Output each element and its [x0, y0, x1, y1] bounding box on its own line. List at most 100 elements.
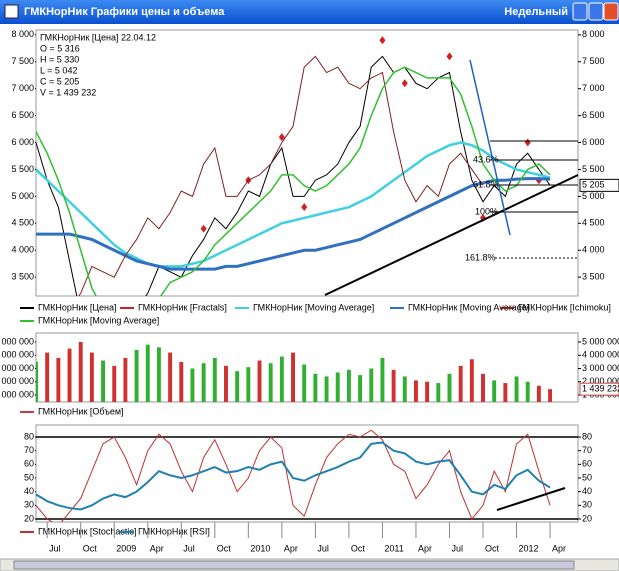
volume-bar — [492, 380, 497, 402]
info-text: ГМКНорНик [Цена] 22.04.12 — [40, 32, 156, 42]
volume-bar — [469, 359, 474, 402]
series-line — [36, 55, 551, 296]
volume-bar — [414, 380, 418, 402]
annotation: 43.6% — [473, 154, 499, 164]
value-label: 5 205 — [582, 180, 605, 190]
y-tick-label: 7 500 — [11, 56, 34, 66]
volume-bar — [101, 360, 106, 402]
y-tick-label: 1 000 000 — [0, 389, 34, 399]
info-text: O = 5 316 — [40, 43, 80, 53]
series-line — [36, 141, 551, 268]
volume-bar — [536, 385, 541, 402]
x-tick-label: 2009 — [116, 543, 136, 553]
info-text: L = 5 042 — [40, 65, 77, 75]
plot — [36, 429, 578, 522]
y-tick-label: 70 — [24, 445, 34, 455]
volume-bar — [335, 372, 340, 402]
volume-bar — [36, 361, 38, 402]
x-tick-label: Apr — [418, 543, 432, 553]
volume-bar — [458, 365, 463, 402]
scroll-thumb[interactable] — [13, 560, 575, 570]
y-tick-label: 4 500 — [11, 218, 34, 228]
y-tick-label: 8 000 — [11, 29, 34, 39]
x-tick-label: Apr — [552, 543, 566, 553]
volume-bar — [313, 373, 318, 402]
volume-bar — [179, 361, 184, 402]
volume-bar — [89, 352, 94, 402]
value-label-box — [579, 382, 619, 396]
y-tick-label: 6 500 — [582, 110, 605, 120]
minimize-button[interactable] — [572, 2, 588, 21]
x-tick-label: Apr — [150, 543, 164, 553]
y-tick-label: 4 000 000 — [0, 350, 34, 360]
rsi-trend-line — [496, 487, 566, 511]
info-text: C = 5 205 — [40, 76, 79, 86]
volume-bar — [67, 348, 72, 402]
series-line — [36, 429, 551, 522]
y-tick-label: 3 500 — [582, 272, 605, 282]
legend-label: ГМКНорНик [Цена] — [38, 302, 117, 312]
volume-bar — [45, 352, 50, 402]
y-tick-label: 5 000 — [582, 191, 605, 201]
x-tick-label: Oct — [485, 543, 500, 553]
plot — [36, 36, 551, 296]
series-line — [36, 66, 551, 296]
y-tick-label: 5 000 000 — [582, 336, 619, 346]
fractal-marker — [379, 36, 386, 45]
volume-bar — [190, 368, 195, 402]
volume-bar — [235, 371, 240, 402]
annotation: 100% — [475, 206, 498, 216]
panel — [35, 424, 579, 523]
x-tick-label: Jul — [317, 543, 329, 553]
volume-bar — [302, 364, 307, 402]
annotation: 61.8% — [473, 179, 499, 189]
volume-bar — [56, 357, 61, 402]
volume-bar — [168, 352, 173, 402]
y-tick-label: 5 500 — [582, 164, 605, 174]
volume-bar — [369, 368, 374, 402]
y-tick-label: 30 — [24, 500, 34, 510]
x-tick-label: Jul — [49, 543, 61, 553]
volume-bar — [391, 369, 396, 402]
title-bar — [0, 0, 619, 24]
y-tick-label: 20 — [24, 513, 34, 523]
legend-label: ГМКНорНик [Moving Average] — [408, 302, 529, 312]
volume-bar — [436, 383, 441, 402]
volume-bar — [324, 376, 329, 402]
maximize-button[interactable] — [588, 2, 604, 21]
x-tick-label: Oct — [217, 543, 232, 553]
volume-bar — [402, 376, 407, 402]
y-tick-label: 4 000 — [11, 245, 34, 255]
y-tick-label: 2 000 000 — [582, 376, 619, 386]
volume-bar — [279, 356, 284, 402]
y-tick-label: 6 000 — [11, 137, 34, 147]
volume-bar — [548, 389, 553, 402]
legend-label: ГМКНорНик [Fractals] — [138, 302, 227, 312]
volume-bar — [268, 363, 273, 402]
annotation: 161.8% — [465, 252, 496, 262]
info-text: H = 5 330 — [40, 54, 79, 64]
y-tick-label: 5 000 000 — [0, 336, 34, 346]
legend-label: ГМКНорНик [Ichimoku] — [518, 302, 611, 312]
y-tick-label: 2 000 000 — [0, 376, 34, 386]
period-label: Недельный — [504, 6, 568, 18]
x-tick-label: Apr — [284, 543, 298, 553]
x-tick-label: 2012 — [519, 543, 539, 553]
x-tick-label: 2011 — [384, 543, 403, 553]
x-tick-label: 2010 — [250, 543, 270, 553]
legend-label: ГМКНорНик [Stochastic] — [38, 526, 136, 536]
value-label: 1 439 232 — [582, 384, 619, 394]
y-tick-label: 7 000 — [582, 83, 605, 93]
volume-bar — [525, 381, 530, 402]
y-tick-label: 3 000 000 — [582, 363, 619, 373]
y-tick-label: 70 — [582, 445, 592, 455]
y-tick-label: 5 000 — [11, 191, 34, 201]
y-tick-label: 7 500 — [582, 56, 605, 66]
y-tick-label: 20 — [582, 513, 592, 523]
volume-bar — [201, 363, 206, 402]
y-tick-label: 4 000 — [582, 245, 605, 255]
series-line — [36, 441, 551, 511]
y-tick-label: 80 — [582, 431, 592, 441]
panel — [35, 332, 579, 403]
close-button[interactable] — [603, 2, 619, 21]
